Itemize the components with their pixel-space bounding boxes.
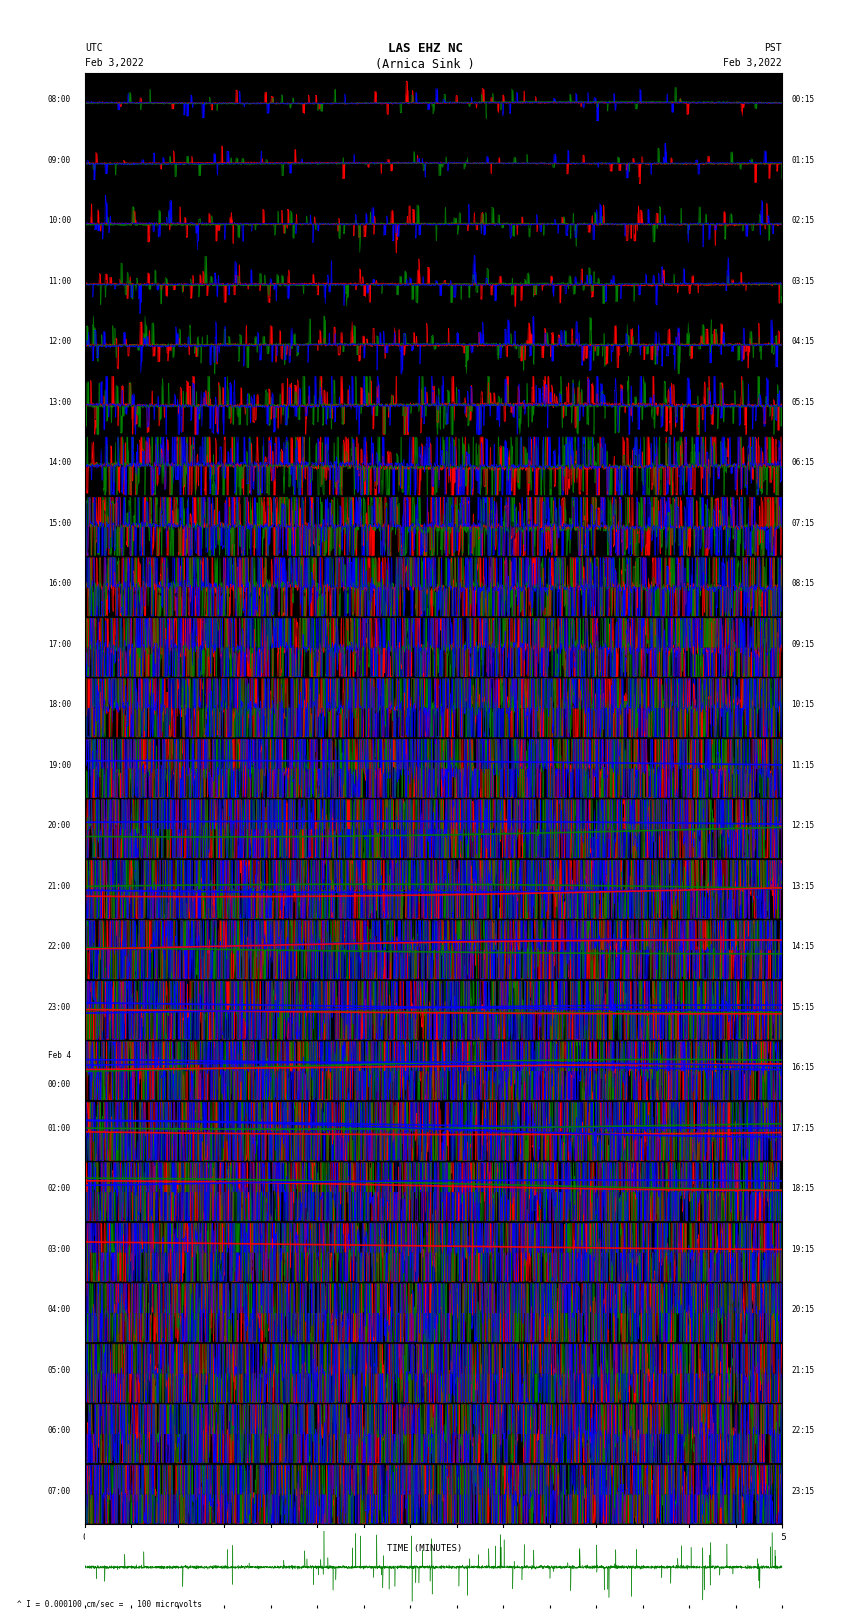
Text: 22:15: 22:15 (791, 1426, 814, 1436)
Text: 02:15: 02:15 (791, 216, 814, 226)
Text: 01:15: 01:15 (791, 156, 814, 165)
Text: LAS EHZ NC: LAS EHZ NC (388, 42, 462, 55)
Text: 10:15: 10:15 (791, 700, 814, 710)
Text: 08:00: 08:00 (48, 95, 71, 105)
Text: 17:15: 17:15 (791, 1124, 814, 1132)
Text: 20:15: 20:15 (791, 1305, 814, 1315)
Text: 11:00: 11:00 (48, 277, 71, 286)
Text: 18:15: 18:15 (791, 1184, 814, 1194)
Text: 14:15: 14:15 (791, 942, 814, 952)
Text: 22:00: 22:00 (48, 942, 71, 952)
Text: Feb 3,2022: Feb 3,2022 (85, 58, 144, 68)
Text: 14:00: 14:00 (48, 458, 71, 468)
Text: 18:00: 18:00 (48, 700, 71, 710)
Text: Feb 3,2022: Feb 3,2022 (723, 58, 782, 68)
Text: 04:15: 04:15 (791, 337, 814, 347)
Text: 10:00: 10:00 (48, 216, 71, 226)
Text: 16:00: 16:00 (48, 579, 71, 589)
Text: 17:00: 17:00 (48, 640, 71, 648)
Text: I  = 0.000100 cm/sec: I = 0.000100 cm/sec (366, 74, 484, 84)
Text: 01:00: 01:00 (48, 1124, 71, 1132)
Text: 09:00: 09:00 (48, 156, 71, 165)
Text: Feb 4: Feb 4 (48, 1052, 71, 1060)
Text: 05:00: 05:00 (48, 1366, 71, 1374)
Text: 00:00: 00:00 (48, 1079, 71, 1089)
Text: 12:00: 12:00 (48, 337, 71, 347)
Text: 13:00: 13:00 (48, 398, 71, 406)
Text: 07:15: 07:15 (791, 519, 814, 527)
Text: TIME (MINUTES): TIME (MINUTES) (388, 1544, 462, 1553)
Text: 03:15: 03:15 (791, 277, 814, 286)
Text: 19:15: 19:15 (791, 1245, 814, 1253)
Text: (Arnica Sink ): (Arnica Sink ) (375, 58, 475, 71)
Text: 15:15: 15:15 (791, 1003, 814, 1011)
Text: 11:15: 11:15 (791, 761, 814, 769)
Text: 19:00: 19:00 (48, 761, 71, 769)
Text: 15:00: 15:00 (48, 519, 71, 527)
Text: 07:00: 07:00 (48, 1487, 71, 1495)
Text: 13:15: 13:15 (791, 882, 814, 890)
Text: 09:15: 09:15 (791, 640, 814, 648)
Text: 20:00: 20:00 (48, 821, 71, 831)
Text: ^ I = 0.000100 cm/sec =   100 microvolts: ^ I = 0.000100 cm/sec = 100 microvolts (17, 1598, 202, 1608)
Text: PST: PST (764, 44, 782, 53)
Text: 02:00: 02:00 (48, 1184, 71, 1194)
Text: 05:15: 05:15 (791, 398, 814, 406)
Text: 06:00: 06:00 (48, 1426, 71, 1436)
Text: UTC: UTC (85, 44, 103, 53)
Text: 21:00: 21:00 (48, 882, 71, 890)
Text: 03:00: 03:00 (48, 1245, 71, 1253)
Text: 08:15: 08:15 (791, 579, 814, 589)
Text: 12:15: 12:15 (791, 821, 814, 831)
Text: 16:15: 16:15 (791, 1063, 814, 1073)
Text: 21:15: 21:15 (791, 1366, 814, 1374)
Text: 23:15: 23:15 (791, 1487, 814, 1495)
Text: 00:15: 00:15 (791, 95, 814, 105)
Text: 23:00: 23:00 (48, 1003, 71, 1011)
Text: 06:15: 06:15 (791, 458, 814, 468)
Text: 04:00: 04:00 (48, 1305, 71, 1315)
